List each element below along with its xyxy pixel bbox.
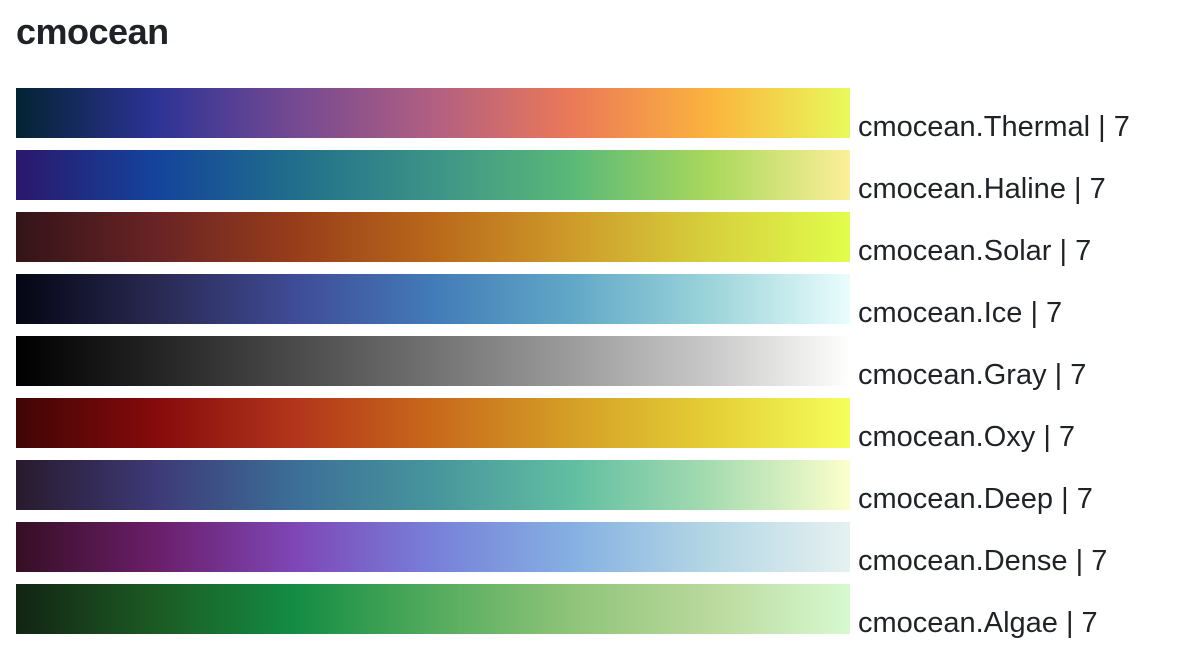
colorscale-list: cmocean.Thermal | 7 cmocean.Haline | 7 c… (16, 88, 1176, 646)
colorbar-haline (16, 150, 850, 200)
colorbar-label-solar: cmocean.Solar | 7 (858, 235, 1092, 267)
colorbar-thermal (16, 88, 850, 138)
colorbar-label-algae: cmocean.Algae | 7 (858, 607, 1098, 639)
colorscale-row: cmocean.Algae | 7 (16, 584, 1176, 639)
colorscale-row: cmocean.Solar | 7 (16, 212, 1176, 267)
colorscale-row: cmocean.Gray | 7 (16, 336, 1176, 391)
colorscale-row: cmocean.Thermal | 7 (16, 88, 1176, 143)
colorscale-row: cmocean.Ice | 7 (16, 274, 1176, 329)
colorbar-solar (16, 212, 850, 262)
colorscale-row: cmocean.Dense | 7 (16, 522, 1176, 577)
colorbar-gray (16, 336, 850, 386)
colorbar-label-deep: cmocean.Deep | 7 (858, 483, 1093, 515)
colorbar-label-dense: cmocean.Dense | 7 (858, 545, 1108, 577)
colorbar-label-ice: cmocean.Ice | 7 (858, 297, 1063, 329)
page-title: cmocean (16, 11, 169, 52)
colorbar-label-haline: cmocean.Haline | 7 (858, 173, 1106, 205)
colorbar-oxy (16, 398, 850, 448)
colorbar-ice (16, 274, 850, 324)
colorbar-algae (16, 584, 850, 634)
colorscale-row: cmocean.Haline | 7 (16, 150, 1176, 205)
colorscale-row: cmocean.Oxy | 7 (16, 398, 1176, 453)
colorscale-row: cmocean.Deep | 7 (16, 460, 1176, 515)
colorbar-dense (16, 522, 850, 572)
colorbar-label-gray: cmocean.Gray | 7 (858, 359, 1087, 391)
colorbar-label-oxy: cmocean.Oxy | 7 (858, 421, 1076, 453)
colorbar-deep (16, 460, 850, 510)
colorbar-label-thermal: cmocean.Thermal | 7 (858, 111, 1130, 143)
